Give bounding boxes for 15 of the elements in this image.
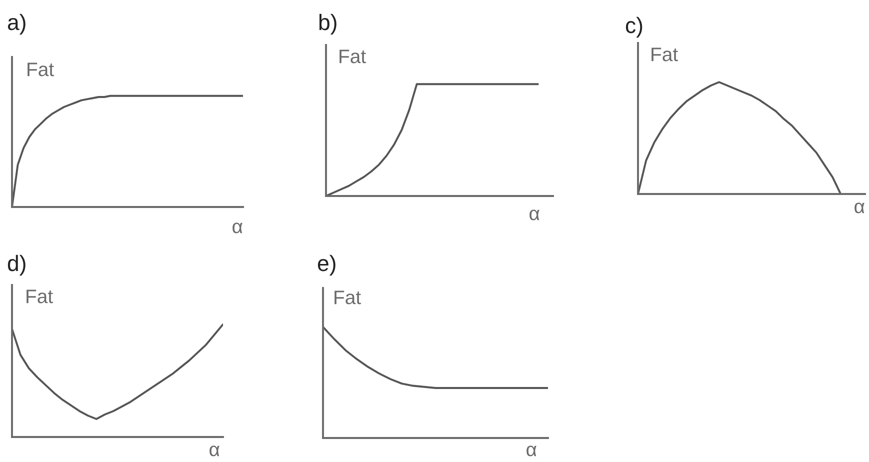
x-axis-title: α: [232, 222, 242, 234]
y-axis-title: Fat: [334, 290, 361, 304]
chart-title: d): [8, 254, 26, 276]
x-axis-title: α: [854, 202, 864, 214]
chart-title: e): [318, 254, 336, 276]
chart-title: b): [319, 14, 336, 35]
y-axis-title: Fat: [28, 62, 54, 76]
y-axis-title: Fat: [340, 50, 366, 64]
y-axis-title: Fat: [652, 48, 678, 62]
chart-title: a): [8, 14, 26, 35]
y-axis-title: Fat: [26, 290, 53, 304]
x-axis-title: α: [526, 446, 536, 456]
chart-title: c): [626, 16, 642, 38]
x-axis-title: α: [210, 446, 220, 456]
x-axis-title: α: [530, 210, 540, 220]
